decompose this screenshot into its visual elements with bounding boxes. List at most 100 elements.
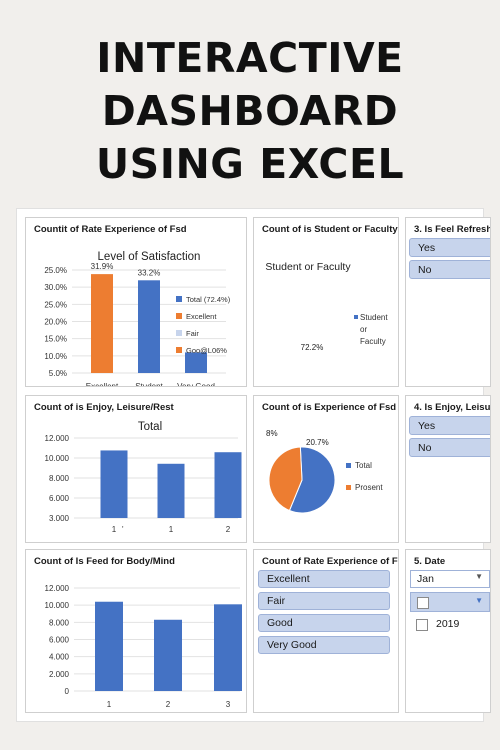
outer-label: 8%: [266, 429, 278, 438]
y-tick-label: 2.000: [49, 670, 70, 679]
legend-entry: Total: [355, 461, 372, 470]
panel-title: Count of is Enjoy, Leisure/Rest: [34, 402, 174, 413]
headline-line-3: USING EXCEL: [95, 140, 405, 188]
date-option-row[interactable]: ▼: [410, 592, 490, 612]
y-tick-label: 10.000: [45, 601, 70, 610]
date-option-row[interactable]: 2019: [410, 614, 490, 634]
legend-swatch: [354, 315, 358, 319]
y-tick-label: 8.000: [49, 474, 70, 483]
legend-swatch: [176, 296, 182, 302]
x-tick-label: 1: [169, 525, 174, 534]
slicer-item-no[interactable]: No: [409, 260, 490, 279]
bar: [91, 274, 113, 373]
y-tick-label: 20.0%: [44, 318, 67, 327]
y-tick-label: 25.0%: [44, 300, 67, 309]
data-label: 31.9%: [91, 262, 114, 271]
slicer-item-very-good[interactable]: Very Good: [258, 636, 390, 654]
bar: [138, 280, 160, 373]
feed-body-bar-chart: 12.000 10.000 8.000 6.000 4.000 2.000 0 1 2 3: [45, 584, 242, 709]
y-tick-label: 10.0%: [44, 352, 67, 361]
y-tick-label: 15.0%: [44, 335, 67, 344]
y-tick-label: 12.000: [45, 584, 70, 593]
y-tick-label: 0: [65, 687, 70, 696]
slicer-title: 5. Date: [414, 556, 446, 567]
slicer-title: 3. Is Feel Refresh: [414, 224, 491, 235]
legend-entry: Total (72.4%): [186, 295, 231, 304]
panel-title: Countit of Rate Experience of Fsd: [34, 224, 187, 235]
slicer-item-excellent[interactable]: Excellent: [258, 570, 390, 588]
slicer-title: Count of Rate Experience of Fsd: [262, 556, 399, 567]
student-faculty-pie-chart: Student or Faculty 72.2% Student or Faculty: [265, 261, 388, 352]
x-tick-label: 1: [107, 700, 112, 709]
panel-title: Count of is Experience of Fsd: [262, 402, 397, 413]
panel-rate-experience[interactable]: Countit of Rate Experience of Fsd 25.0% 3…: [25, 217, 247, 387]
panel-title: Count of Is Feed for Body/Mind: [34, 556, 175, 567]
chevron-down-icon: ▼: [475, 572, 483, 581]
chart-title: Total: [138, 421, 162, 433]
legend-entry: Prosent: [355, 483, 383, 492]
x-tick-mark: ': [122, 525, 124, 534]
legend-entry: Excellent: [186, 312, 217, 321]
bar: [95, 601, 123, 691]
y-tick-label: 4.000: [49, 653, 70, 662]
y-tick-label: 8.000: [49, 618, 70, 627]
y-tick-label: 30.0%: [44, 283, 67, 292]
chart-title: Student or Faculty: [265, 261, 351, 273]
x-tick-label: Excellent: [86, 382, 119, 387]
legend-entry: or: [360, 325, 367, 334]
slicer-is-enjoy: 4. Is Enjoy, Leisu Yes No: [405, 395, 491, 543]
panel-title: Count of is Student or Faculty: [262, 224, 398, 235]
x-tick-label: Student: [135, 382, 163, 387]
experience-pie-chart: 8% 20.7% Total Prosent: [266, 429, 383, 514]
x-tick-label: 1: [112, 525, 117, 534]
slicer-title: 4. Is Enjoy, Leisu: [414, 402, 491, 413]
panel-experience-fsd[interactable]: Count of is Experience of Fsd 8% 20.7% Tot…: [253, 395, 399, 543]
slicer-feel-refresh: 3. Is Feel Refresh Yes No: [405, 217, 491, 387]
x-tick-label: 3: [226, 700, 231, 709]
slicer-item-yes[interactable]: Yes: [409, 416, 490, 435]
y-tick-label: 5.0%: [49, 369, 67, 378]
slicer-date: 5. Date Jan ▼ ▼ 2019: [405, 549, 491, 713]
chart-title: Level of Satisfaction: [98, 251, 201, 263]
dashboard: Countit of Rate Experience of Fsd 25.0% 3…: [16, 208, 491, 722]
legend-swatch: [346, 463, 351, 468]
panel-feed-body[interactable]: Count of Is Feed for Body/Mind 12.000 10.…: [25, 549, 247, 713]
y-tick-label: 10.000: [45, 454, 70, 463]
panel-enjoy-leisure[interactable]: Count of is Enjoy, Leisure/Rest 12.000 10…: [25, 395, 247, 543]
bar: [100, 450, 128, 518]
headline-line-2: DASHBOARD: [101, 87, 399, 135]
y-tick-label: 6.000: [49, 494, 70, 503]
headline-line-1: INTERACTIVE: [96, 34, 404, 82]
legend-swatch: [176, 330, 182, 336]
checkbox[interactable]: [416, 619, 428, 631]
pie-slice: [288, 446, 336, 514]
checkbox[interactable]: [417, 597, 429, 609]
x-tick-label: 2: [226, 525, 231, 534]
slicer-item-fair[interactable]: Fair: [258, 592, 390, 610]
bar: [214, 452, 242, 518]
data-label: 33.2%: [138, 268, 161, 277]
date-option-label: 2019: [436, 618, 460, 630]
legend-entry: Goo@L06%: [186, 346, 227, 355]
slicer-item-yes[interactable]: Yes: [409, 238, 490, 257]
y-tick-label: 25.0%: [44, 266, 67, 275]
x-tick-label: 2: [166, 700, 171, 709]
y-tick-label: 6.000: [49, 636, 70, 645]
bar: [185, 352, 207, 373]
date-dropdown[interactable]: Jan ▼: [410, 570, 490, 588]
legend-entry: Fair: [186, 329, 199, 338]
legend-swatch: [176, 313, 182, 319]
slicer-item-no[interactable]: No: [409, 438, 490, 457]
data-label: 72.2%: [301, 343, 324, 352]
panel-student-faculty[interactable]: Count of is Student or Faculty Student o…: [253, 217, 399, 387]
bar: [154, 619, 182, 691]
legend-entry: Faculty: [360, 337, 386, 346]
bar: [157, 463, 185, 518]
slicer-rate-experience: Count of Rate Experience of Fsd Excellen…: [253, 549, 399, 713]
legend-entry: Student: [360, 313, 388, 322]
date-dropdown-value: Jan: [417, 573, 434, 585]
enjoy-leisure-bar-chart: 12.000 10.000 8.000 6.000 3.000 1 ' 1 2 Total: [45, 421, 242, 534]
pie-slice: [268, 446, 303, 512]
slicer-item-good[interactable]: Good: [258, 614, 390, 632]
legend-swatch: [346, 485, 351, 490]
